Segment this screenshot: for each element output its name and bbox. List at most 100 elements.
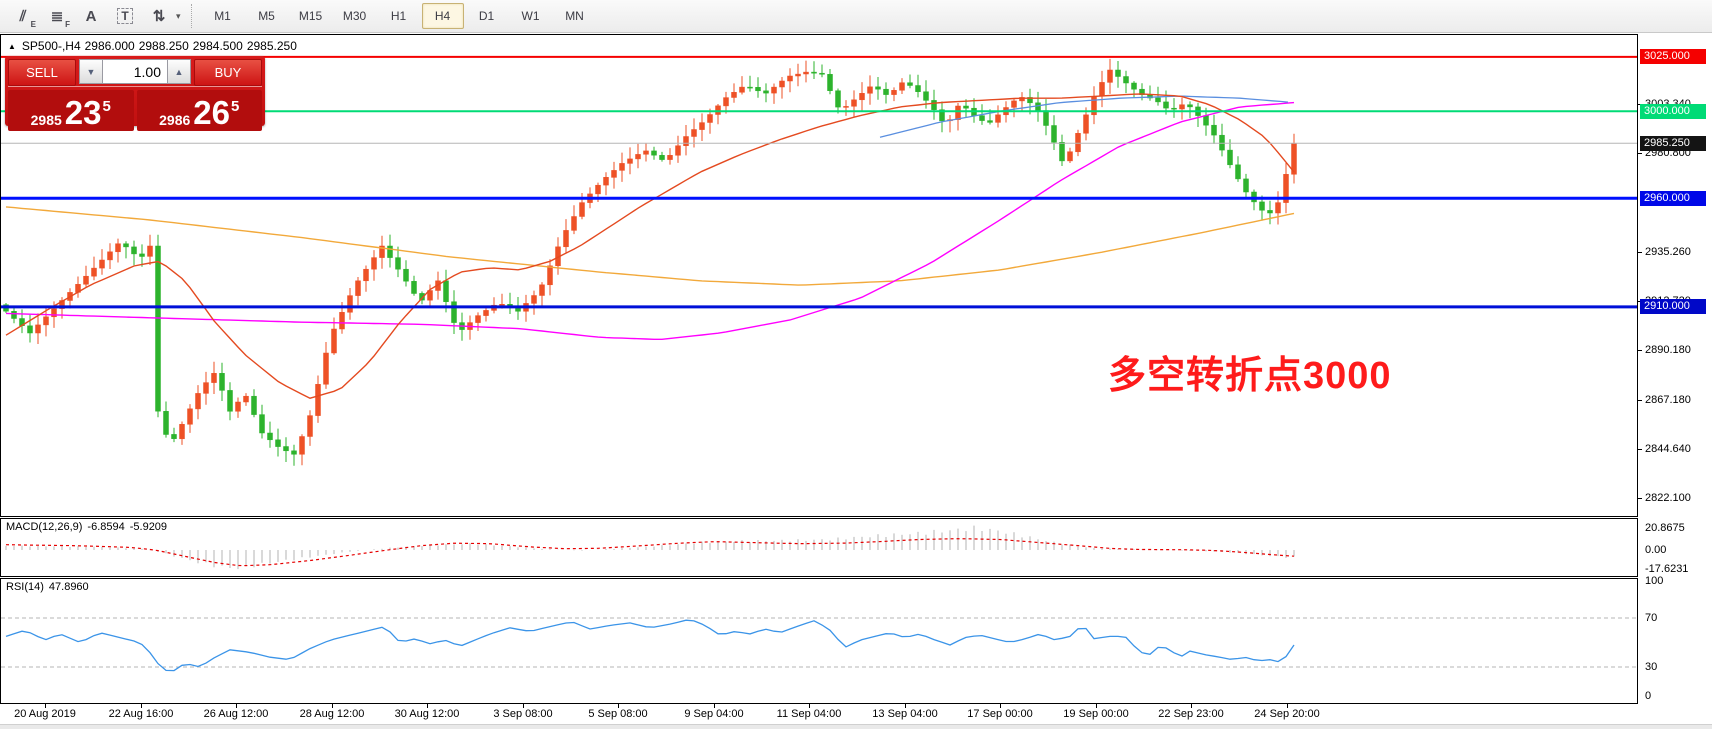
macd-name: MACD(12,26,9)	[6, 521, 83, 533]
timeframe-button-m5[interactable]: M5	[258, 9, 275, 23]
date-tick	[523, 704, 524, 708]
buy-price-big: 26	[193, 94, 231, 131]
buy-price[interactable]: 2986 26 5	[136, 90, 262, 131]
volume-increase-button[interactable]: ▲	[167, 59, 191, 84]
date-tick	[236, 704, 237, 708]
trade-prices-row: 2985 23 5 2986 26 5	[8, 90, 262, 131]
rsi-tick-label: 70	[1645, 612, 1658, 624]
rsi-label: RSI(14) 47.8960	[6, 581, 94, 593]
sell-price-big: 23	[64, 94, 102, 131]
date-tick	[1191, 704, 1192, 708]
price-tick	[1638, 153, 1642, 154]
timeframe-button-m1[interactable]: M1	[214, 9, 231, 23]
timeframe-button-d1[interactable]: D1	[478, 9, 495, 23]
timeframe-button-m15[interactable]: M15	[298, 9, 323, 23]
price-tick	[1638, 350, 1642, 351]
sell-price[interactable]: 2985 23 5	[8, 90, 134, 131]
one-click-trade-widget: SELL ▼ ▲ BUY 2985 23 5 2986 26 5	[5, 56, 265, 131]
date-tick	[714, 704, 715, 708]
price-tick-label: 2867.180	[1645, 394, 1691, 406]
date-tick	[45, 704, 46, 708]
timeframe-button-w1[interactable]: W1	[521, 9, 540, 23]
ma-mid-magenta	[5, 101, 1295, 340]
macd-tick-label: 0.00	[1645, 544, 1667, 556]
toolbar: ⫽ E ≣ F A T ⇅ ▾ M1 M5 M15 M30 H1 H4 D1 W1 MN	[0, 0, 1712, 33]
text-label-icon[interactable]: A	[75, 2, 107, 30]
fibonacci-glyph: ≣	[50, 8, 64, 25]
date-label: 22 Aug 16:00	[108, 708, 174, 720]
price-tick	[1638, 449, 1642, 450]
macd-value-main: -6.8594	[87, 521, 125, 533]
ohlc-high: 2988.250	[138, 39, 189, 53]
equidistant-channel-sub: E	[30, 20, 36, 29]
date-tick	[141, 704, 142, 708]
ohlc-low: 2984.500	[192, 39, 243, 53]
price-badge-2985.250: 2985.250	[1640, 136, 1706, 151]
timeframe-button-mn[interactable]: MN	[565, 9, 584, 23]
timeframe-button-m30[interactable]: M30	[342, 9, 367, 23]
price-tick	[1638, 400, 1642, 401]
price-tick-label: 2844.640	[1645, 443, 1691, 455]
arrows-icon[interactable]: ⇅	[143, 2, 175, 30]
price-tick-label: 2890.180	[1645, 344, 1691, 356]
date-tick	[618, 704, 619, 708]
date-label: 5 Sep 08:00	[588, 708, 648, 720]
rsi-line	[5, 619, 1295, 672]
date-label: 17 Sep 00:00	[967, 708, 1033, 720]
ohlc-open: 2986.000	[84, 39, 135, 53]
ma-blue	[879, 95, 1289, 138]
sell-price-sup: 5	[102, 98, 111, 115]
date-tick	[332, 704, 333, 708]
equidistant-channel-icon[interactable]: ⫽ E	[7, 2, 39, 30]
date-label: 28 Aug 12:00	[299, 708, 365, 720]
trade-controls-row: SELL ▼ ▲ BUY	[8, 59, 262, 87]
date-tick	[905, 704, 906, 708]
price-badge-2960.000: 2960.000	[1640, 191, 1706, 206]
date-tick	[809, 704, 810, 708]
ma-fast-red	[5, 93, 1295, 399]
macd-plot[interactable]	[0, 518, 1638, 577]
buy-price-prefix: 2986	[159, 112, 191, 128]
price-tick-label: 2935.260	[1645, 246, 1691, 258]
rsi-name: RSI(14)	[6, 581, 44, 593]
date-label: 26 Aug 12:00	[203, 708, 269, 720]
window-footer-gap	[0, 724, 1712, 729]
date-label: 24 Sep 20:00	[1254, 708, 1320, 720]
rsi-plot[interactable]	[0, 578, 1638, 704]
ohlc-close: 2985.250	[246, 39, 297, 53]
text-glyph: T	[117, 8, 133, 24]
date-tick	[1287, 704, 1288, 708]
macd-value-signal: -5.9209	[129, 521, 168, 533]
timeframe-button-h1[interactable]: H1	[390, 9, 407, 23]
price-tick-label: 2822.100	[1645, 492, 1691, 504]
date-label: 11 Sep 04:00	[776, 708, 842, 720]
sell-price-prefix: 2985	[30, 112, 62, 128]
date-label: 20 Aug 2019	[14, 708, 76, 720]
date-axis[interactable]: 20 Aug 2019 22 Aug 16:00 26 Aug 12:00 28 Au…	[0, 704, 1712, 724]
collapse-chart-icon[interactable]: ▲	[8, 42, 16, 51]
arrows-dropdown-caret[interactable]: ▾	[176, 10, 181, 21]
date-tick	[1000, 704, 1001, 708]
date-label: 30 Aug 12:00	[394, 708, 460, 720]
volume-decrease-button[interactable]: ▼	[79, 59, 103, 84]
volume-input[interactable]	[103, 59, 167, 84]
price-tick	[1638, 252, 1642, 253]
rsi-tick-label: 30	[1645, 661, 1658, 673]
date-label: 19 Sep 00:00	[1063, 708, 1129, 720]
fibonacci-icon[interactable]: ≣ F	[41, 2, 73, 30]
text-icon[interactable]: T	[109, 2, 141, 30]
symbol-period-label: SP500-,H4	[21, 39, 81, 53]
price-badge-3025.000: 3025.000	[1640, 49, 1706, 64]
date-label: 3 Sep 08:00	[493, 708, 553, 720]
timeframe-button-h4[interactable]: H4	[421, 3, 464, 29]
date-label: 22 Sep 23:00	[1158, 708, 1224, 720]
main-chart-plot[interactable]	[0, 34, 1638, 517]
price-badge-2910.000: 2910.000	[1640, 299, 1706, 314]
macd-tick-label: 20.8675	[1645, 522, 1685, 534]
date-label: 9 Sep 04:00	[684, 708, 744, 720]
buy-button[interactable]: BUY	[194, 59, 262, 86]
sell-button[interactable]: SELL	[8, 59, 76, 86]
rsi-value: 47.8960	[48, 581, 89, 593]
buy-price-sup: 5	[231, 98, 240, 115]
